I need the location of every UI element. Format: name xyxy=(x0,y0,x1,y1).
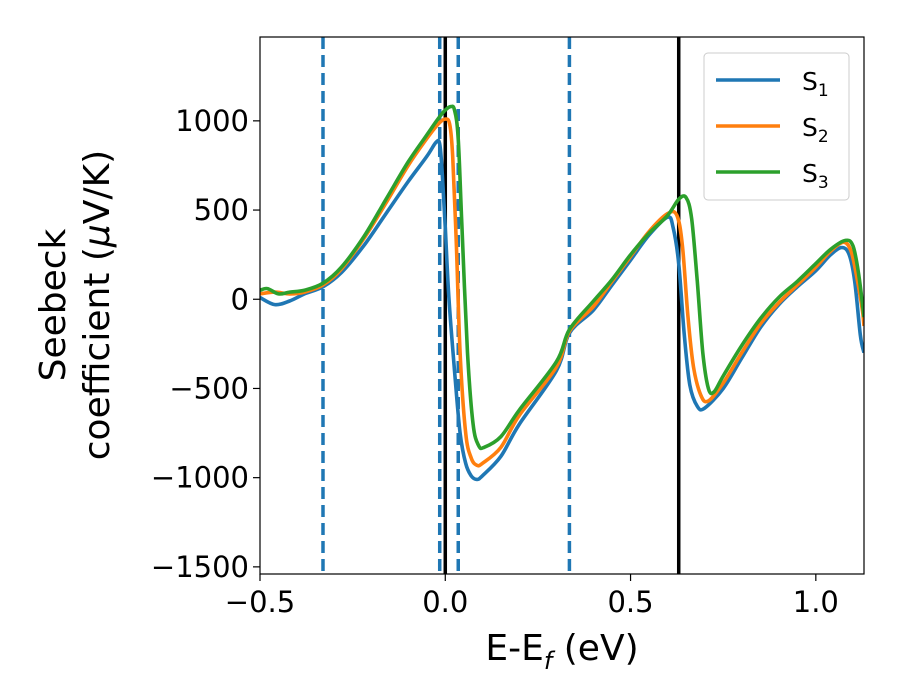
plot-frame xyxy=(259,36,865,575)
y-axis-label-line2: coefficient (μV/K) xyxy=(77,150,118,460)
x-tick-label: −0.5 xyxy=(225,585,295,619)
series-layer xyxy=(260,104,864,482)
reference-lines xyxy=(321,37,681,574)
y-axis-ticks: 1000 500 0 −500 −1000 −1500 xyxy=(151,104,260,584)
y-tick-label: −1000 xyxy=(151,461,249,495)
legend-label-s1: S1 xyxy=(802,67,829,101)
y-axis-label-line1: Seebeck xyxy=(33,228,74,381)
series-line-s3 xyxy=(260,104,864,451)
legend-label-s2: S2 xyxy=(802,113,829,147)
x-tick-label: 1.0 xyxy=(793,585,839,619)
y-axis-label: Seebeck coefficient (μV/K) xyxy=(33,150,118,460)
legend-label-s3: S3 xyxy=(802,159,829,193)
x-axis-label: E-Ef (eV) xyxy=(485,628,638,675)
y-tick-label: −500 xyxy=(169,371,249,405)
x-tick-label: 0.5 xyxy=(607,585,653,619)
x-tick-label: 0.0 xyxy=(422,585,468,619)
y-tick-label: −1500 xyxy=(151,550,249,584)
y-tick-label: 0 xyxy=(231,282,249,316)
y-tick-label: 500 xyxy=(194,193,249,227)
legend: S1 S2 S3 xyxy=(703,52,850,201)
x-axis-ticks: −0.5 0.0 0.5 1.0 xyxy=(225,574,839,619)
y-tick-label: 1000 xyxy=(175,104,249,138)
